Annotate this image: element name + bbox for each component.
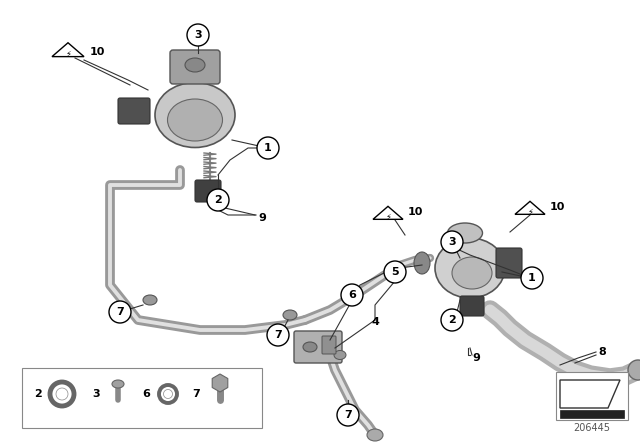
Ellipse shape xyxy=(168,99,223,141)
Ellipse shape xyxy=(334,350,346,359)
Ellipse shape xyxy=(112,380,124,388)
Polygon shape xyxy=(560,380,620,408)
Text: 1: 1 xyxy=(528,273,536,283)
Circle shape xyxy=(441,231,463,253)
Ellipse shape xyxy=(185,58,205,72)
Text: 10: 10 xyxy=(550,202,565,212)
Text: 6: 6 xyxy=(142,389,150,399)
Text: 7: 7 xyxy=(192,389,200,399)
Text: 8: 8 xyxy=(598,347,605,357)
FancyBboxPatch shape xyxy=(170,50,220,84)
Ellipse shape xyxy=(143,295,157,305)
Text: 7: 7 xyxy=(344,410,352,420)
Ellipse shape xyxy=(163,389,173,399)
Text: 6: 6 xyxy=(348,290,356,300)
FancyBboxPatch shape xyxy=(460,296,484,316)
Circle shape xyxy=(187,24,209,46)
Text: 3: 3 xyxy=(194,30,202,40)
Bar xyxy=(556,372,628,420)
Polygon shape xyxy=(373,207,403,220)
Circle shape xyxy=(384,261,406,283)
Text: 9: 9 xyxy=(258,213,266,223)
FancyBboxPatch shape xyxy=(118,98,150,124)
Text: 7: 7 xyxy=(274,330,282,340)
Circle shape xyxy=(207,189,229,211)
Polygon shape xyxy=(515,201,545,214)
Text: 2: 2 xyxy=(448,315,456,325)
Ellipse shape xyxy=(155,82,235,147)
Text: 5: 5 xyxy=(391,267,399,277)
Text: ⚡: ⚡ xyxy=(527,207,533,216)
Circle shape xyxy=(521,267,543,289)
FancyBboxPatch shape xyxy=(322,336,336,354)
Text: 2: 2 xyxy=(34,389,42,399)
Circle shape xyxy=(341,284,363,306)
Text: ⚡: ⚡ xyxy=(385,212,391,221)
Ellipse shape xyxy=(447,223,483,243)
Bar xyxy=(22,368,262,428)
Circle shape xyxy=(441,309,463,331)
FancyBboxPatch shape xyxy=(294,331,342,363)
Text: 7: 7 xyxy=(116,307,124,317)
Ellipse shape xyxy=(56,388,68,400)
Ellipse shape xyxy=(303,342,317,352)
Ellipse shape xyxy=(283,310,297,320)
Ellipse shape xyxy=(452,257,492,289)
Text: 4: 4 xyxy=(372,317,380,327)
Circle shape xyxy=(109,301,131,323)
Text: 3: 3 xyxy=(448,237,456,247)
Ellipse shape xyxy=(367,429,383,441)
Circle shape xyxy=(267,324,289,346)
Circle shape xyxy=(257,137,279,159)
Text: ⚡: ⚡ xyxy=(65,49,71,59)
Polygon shape xyxy=(560,410,624,418)
Circle shape xyxy=(337,404,359,426)
Polygon shape xyxy=(52,43,84,56)
Text: 10: 10 xyxy=(90,47,106,57)
Text: 2: 2 xyxy=(214,195,222,205)
Ellipse shape xyxy=(414,252,430,274)
Ellipse shape xyxy=(435,238,505,298)
Circle shape xyxy=(628,360,640,380)
FancyBboxPatch shape xyxy=(195,180,221,202)
Text: 1: 1 xyxy=(264,143,272,153)
Text: 9: 9 xyxy=(472,353,480,363)
Text: 10: 10 xyxy=(408,207,424,217)
FancyBboxPatch shape xyxy=(496,248,522,278)
Text: 3: 3 xyxy=(92,389,100,399)
Text: 206445: 206445 xyxy=(573,423,611,433)
